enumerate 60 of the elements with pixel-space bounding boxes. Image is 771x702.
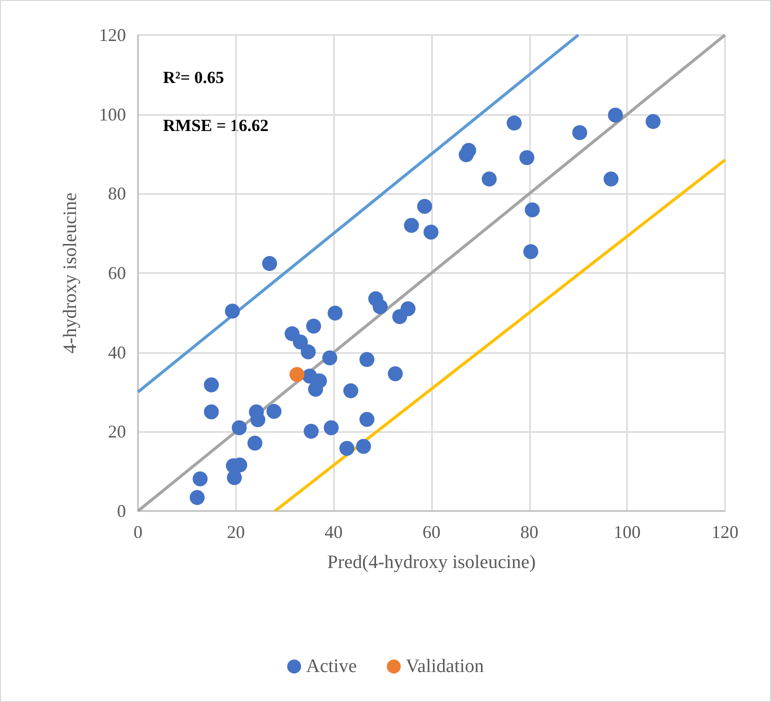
point — [343, 383, 358, 398]
point — [232, 420, 247, 436]
x-tick-label: 60 — [422, 522, 440, 542]
y-axis-title: 4-hydroxy isoleucine — [60, 192, 81, 354]
annotation: RMSE = 16.62 — [163, 116, 269, 135]
point — [328, 306, 343, 321]
point — [524, 202, 540, 218]
point — [204, 404, 219, 420]
y-tick-label: 0 — [117, 501, 126, 521]
point — [523, 244, 538, 260]
x-tick-label: 120 — [712, 522, 738, 542]
point — [306, 318, 322, 334]
point — [300, 344, 316, 360]
point — [339, 440, 354, 456]
point — [262, 256, 278, 271]
point — [388, 366, 403, 382]
point — [292, 334, 308, 350]
x-tick-label: 20 — [226, 522, 245, 542]
y-tick-label: 80 — [108, 184, 126, 204]
point — [506, 116, 522, 131]
point — [372, 299, 388, 314]
x-tick-label: 40 — [324, 522, 343, 542]
y-tick-label: 120 — [99, 25, 126, 45]
point — [608, 108, 623, 123]
point — [604, 171, 619, 186]
point — [190, 490, 205, 506]
legend-label: Validation — [406, 656, 484, 677]
point — [482, 171, 497, 186]
x-tick-label: 80 — [520, 522, 538, 542]
point — [289, 367, 304, 382]
y-tick-label: 40 — [108, 342, 126, 362]
point — [572, 125, 588, 140]
point — [356, 438, 372, 454]
point — [226, 470, 242, 486]
point — [359, 352, 374, 367]
x-tick-label: 0 — [134, 522, 142, 542]
annotation: R²= 0.65 — [163, 68, 224, 87]
point — [247, 436, 262, 451]
y-tick-label: 60 — [108, 263, 126, 283]
point — [404, 218, 419, 233]
point — [424, 224, 439, 240]
point — [458, 147, 474, 162]
point — [322, 350, 338, 366]
point — [204, 377, 219, 392]
point — [304, 424, 319, 439]
y-tick-label: 100 — [99, 104, 126, 124]
point — [224, 304, 240, 319]
legend-label: Active — [306, 656, 357, 677]
x-axis-title: Pred(4-hydroxy isoleucine) — [327, 552, 536, 573]
y-tick-label: 20 — [108, 422, 126, 442]
point — [266, 404, 282, 419]
point — [192, 471, 208, 486]
point — [519, 150, 534, 166]
x-tick-label: 100 — [614, 522, 641, 542]
point — [308, 382, 324, 397]
point — [417, 198, 432, 214]
point — [646, 114, 661, 129]
point — [400, 301, 416, 316]
point — [324, 420, 339, 436]
point — [359, 412, 374, 427]
